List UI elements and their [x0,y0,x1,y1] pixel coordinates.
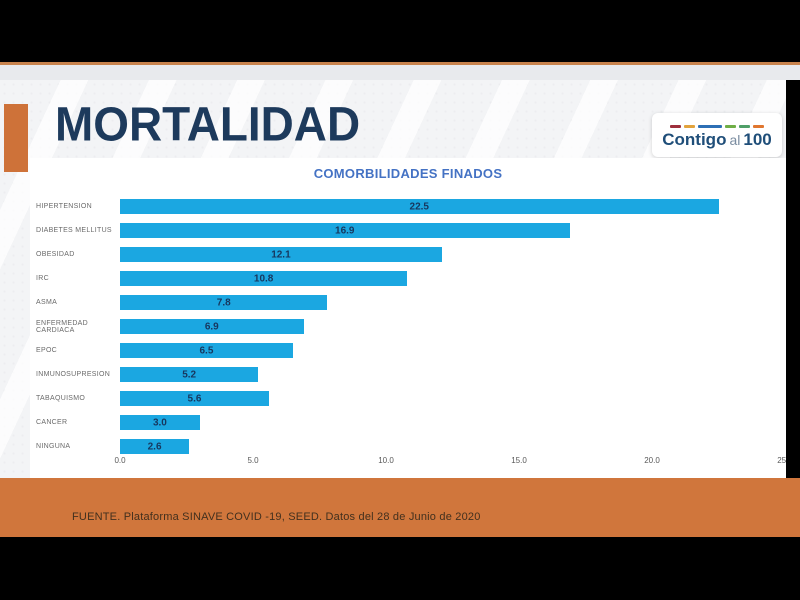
top-gray-band [0,65,800,80]
bar-row: OBESIDAD 12.1 [36,247,785,262]
bar-row: INMUNOSUPRESION 5.2 [36,367,785,382]
bar-track: 12.1 [120,247,785,262]
logo-word-100: 100 [743,129,772,149]
logo-word-contigo: Contigo [662,129,727,149]
bar: 3.0 [120,415,200,430]
category-label: NINGUNA [36,443,71,450]
right-letterbox-bar [786,80,800,478]
bar-value-label: 6.9 [204,321,219,332]
bar-track: 10.8 [120,271,785,286]
bar-row: DIABETES MELLITUS 16.9 [36,223,785,238]
bar-value-label: 7.8 [216,297,231,308]
bar: 10.8 [120,271,408,286]
logo-dashes [670,124,764,128]
logo-dash [698,124,722,128]
top-orange-line [0,62,800,65]
bar-track: 2.6 [120,439,785,454]
bar-track: 6.5 [120,343,785,358]
logo-dash [725,124,736,128]
bar-row: ASMA 7.8 [36,295,785,310]
category-label: EPOC [36,347,58,354]
bar-chart-panel: COMORBILIDADES FINADOS HIPERTENSION 22.5 D… [30,158,793,478]
bar-row: ENFERMEDAD CARDIACA 6.9 [36,319,785,334]
bar-track: 5.2 [120,367,785,382]
bar-value-label: 10.8 [253,273,274,284]
chart-title: COMORBILIDADES FINADOS [313,166,503,181]
bar: 6.5 [120,343,293,358]
title-accent-square [4,104,28,172]
bar-value-label: 12.1 [271,249,291,260]
page-title: MORTALIDAD [55,96,361,152]
logo-dash [670,124,681,128]
x-axis: 0.0 5.0 10.0 15.0 20.0 25.0 [114,456,792,470]
bar-track: 6.9 [120,319,785,334]
bar-value-label: 3.0 [152,417,167,428]
logo-text: Contigo al 100 [662,131,771,148]
bar-row: EPOC 6.5 [36,343,785,358]
top-letterbox-bar [0,0,800,62]
footer-band: FUENTE. Plataforma SINAVE COVID -19, SEE… [0,478,800,537]
bar-track: 5.6 [120,391,785,406]
bar-value-label: 22.5 [409,201,429,212]
slide-body: MORTALIDAD Contigo al 100 COMORBILIDADES… [0,80,800,478]
logo-dash [753,124,764,128]
category-label: TABAQUISMO [36,395,86,402]
bar-row: IRC 10.8 [36,271,785,286]
x-tick-label: 25.0 [777,456,793,465]
bar: 22.5 [120,199,719,214]
logo-dash [684,124,695,128]
category-label: OBESIDAD [36,251,75,258]
bar-row: TABAQUISMO 5.6 [36,391,785,406]
category-label: CANCER [36,419,68,426]
bar-row: HIPERTENSION 22.5 [36,199,785,214]
logo-dash [739,124,750,128]
bar-track: 16.9 [120,223,785,238]
bar: 5.6 [120,391,269,406]
bar: 12.1 [120,247,442,262]
bar-track: 3.0 [120,415,785,430]
bar: 2.6 [120,439,190,454]
x-tick-label: 0.0 [114,456,126,465]
bar-rows: HIPERTENSION 22.5 DIABETES MELLITUS 16.9 OBE… [36,199,785,454]
bar-value-label: 6.5 [199,345,214,356]
source-text: FUENTE. Plataforma SINAVE COVID -19, SEE… [72,511,481,523]
bar-value-label: 5.6 [187,393,202,404]
bar-track: 7.8 [120,295,785,310]
bottom-letterbox-bar [0,537,800,600]
bar-value-label: 16.9 [335,225,355,236]
bar: 16.9 [120,223,570,238]
category-label: HIPERTENSION [36,203,92,210]
bar-row: CANCER 3.0 [36,415,785,430]
x-tick-label: 10.0 [378,456,394,465]
x-tick-label: 5.0 [247,456,259,465]
x-tick-label: 20.0 [644,456,660,465]
category-label: ASMA [36,299,58,306]
bar: 7.8 [120,295,328,310]
category-label: ENFERMEDAD CARDIACA [36,319,89,334]
contigo-al-100-logo: Contigo al 100 [652,113,782,157]
category-label: INMUNOSUPRESION [36,371,111,378]
category-label: DIABETES MELLITUS [36,227,112,234]
bar-row: NINGUNA 2.6 [36,439,785,454]
bar-track: 22.5 [120,199,785,214]
bar-value-label: 2.6 [147,441,162,452]
logo-word-al: al [729,131,741,148]
bar-value-label: 5.2 [182,369,197,380]
category-label: IRC [36,275,49,282]
bar: 5.2 [120,367,259,382]
bar: 6.9 [120,319,304,334]
x-tick-label: 15.0 [511,456,527,465]
